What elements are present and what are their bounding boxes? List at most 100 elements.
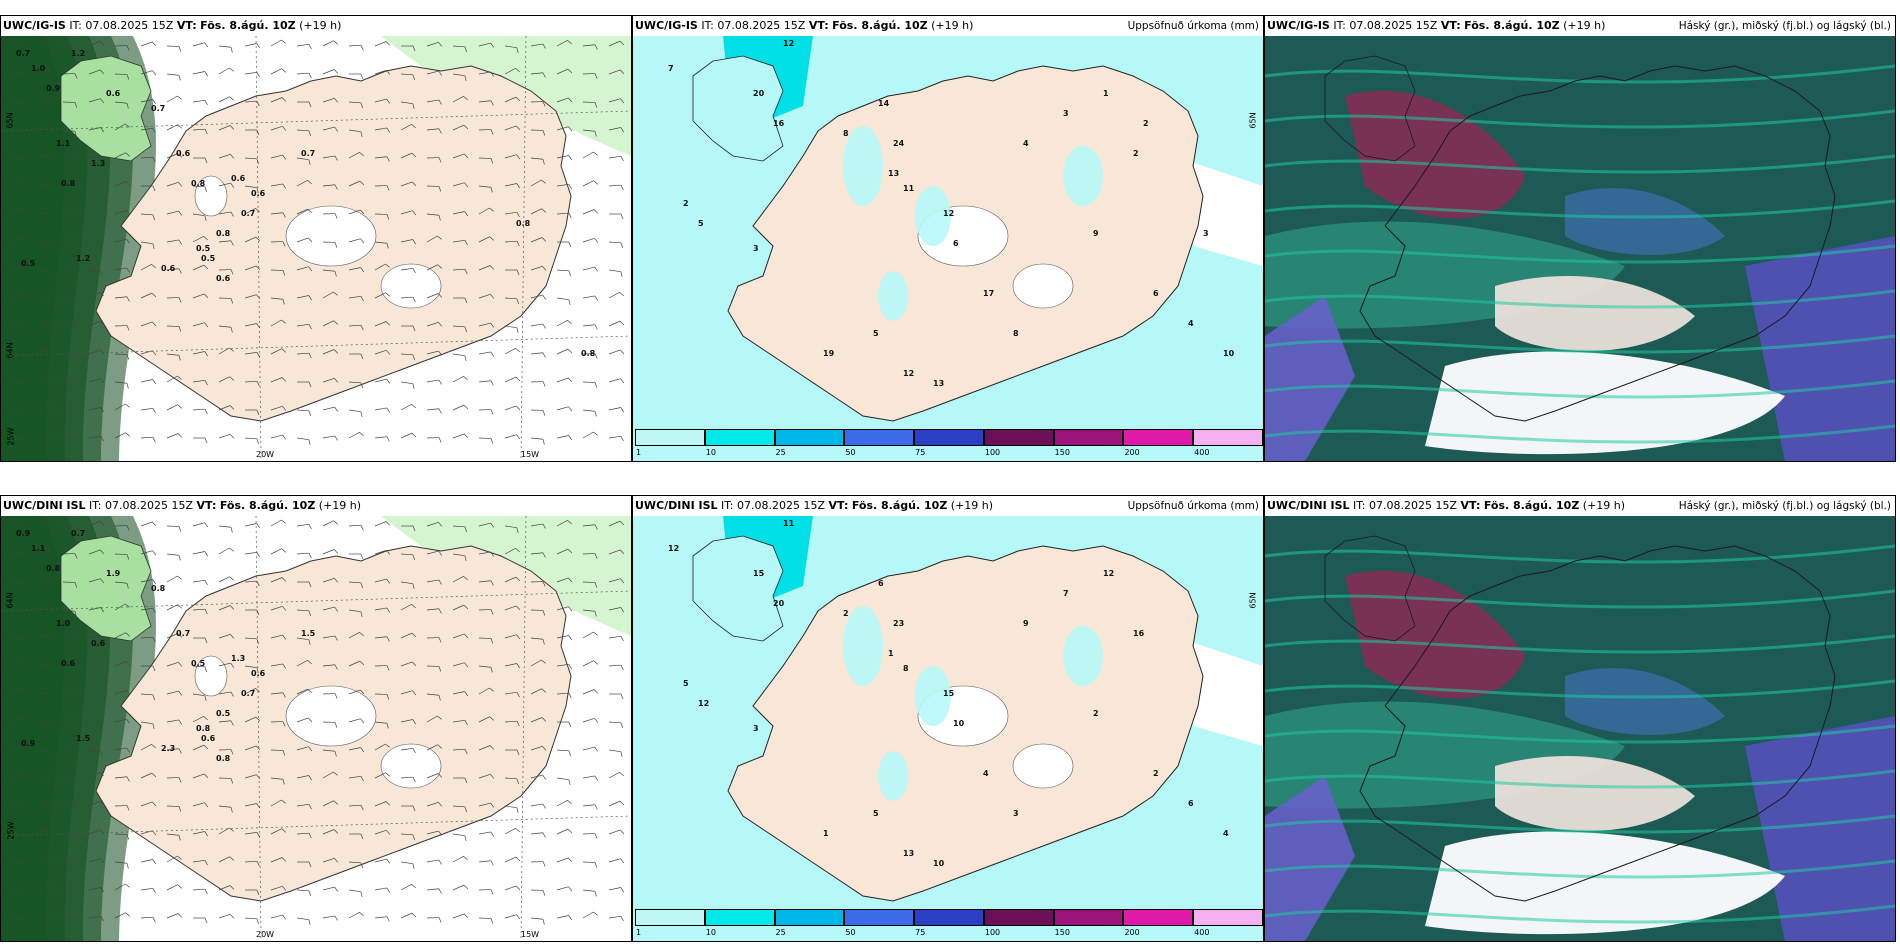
wind-barb bbox=[244, 437, 259, 445]
wind-barb bbox=[114, 238, 131, 244]
wind-barb bbox=[478, 917, 494, 924]
wind-barb bbox=[244, 208, 260, 215]
wind-barb bbox=[297, 101, 312, 108]
panel-title: Uppsöfnuð úrkoma (mm) bbox=[1127, 20, 1259, 32]
wind-barb bbox=[348, 804, 364, 811]
wind-barb bbox=[270, 777, 285, 785]
wind-barb bbox=[452, 913, 469, 919]
cloud-contour bbox=[1265, 289, 1895, 309]
wind-barb bbox=[478, 185, 493, 193]
wind-barb bbox=[608, 664, 624, 671]
wind-barb bbox=[556, 269, 571, 277]
wind-barb bbox=[322, 40, 339, 47]
wind-barb bbox=[192, 213, 207, 221]
colorbar-label: 150 bbox=[1054, 928, 1070, 937]
wind-barb bbox=[88, 607, 105, 613]
wind-barb bbox=[504, 856, 521, 863]
wind-barb bbox=[192, 379, 208, 386]
wind-barb bbox=[322, 664, 338, 670]
precip-value: 2 bbox=[1093, 709, 1099, 718]
wind-barb bbox=[166, 210, 183, 216]
wind-barb bbox=[556, 886, 573, 892]
wind-barb bbox=[244, 745, 261, 751]
colorbar-label: 50 bbox=[845, 448, 856, 457]
wind-barb bbox=[36, 40, 52, 47]
westfjords bbox=[692, 55, 784, 162]
init-time: 07.08.2025 15Z bbox=[1369, 499, 1458, 512]
wind-value: 0.8 bbox=[581, 349, 596, 358]
wind-barb bbox=[166, 297, 182, 303]
wind-barb bbox=[270, 154, 287, 160]
wind-barb bbox=[426, 264, 443, 271]
wind-barb bbox=[270, 405, 287, 411]
wind-barb bbox=[608, 800, 625, 807]
wind-barb bbox=[504, 805, 519, 813]
wind-barb bbox=[400, 661, 417, 667]
precip-value: 8 bbox=[843, 129, 849, 138]
wind-barb bbox=[140, 213, 155, 221]
wind-barb bbox=[192, 579, 208, 586]
wind-barb bbox=[88, 269, 103, 277]
wind-barb bbox=[478, 322, 495, 328]
wind-barb bbox=[400, 833, 415, 841]
wind-barb bbox=[10, 552, 26, 558]
wind-barb bbox=[62, 911, 78, 919]
wind-barb bbox=[10, 609, 26, 616]
wind-barb bbox=[244, 265, 261, 271]
wind-barb bbox=[426, 744, 443, 751]
wind-barb bbox=[504, 663, 521, 669]
map-canvas bbox=[1265, 36, 1895, 461]
wind-barb bbox=[140, 607, 156, 614]
wind-barb bbox=[556, 915, 573, 921]
wind-barb bbox=[36, 777, 51, 785]
wind-barb bbox=[88, 155, 104, 162]
wind-barb bbox=[114, 718, 131, 724]
glacier bbox=[1012, 743, 1074, 789]
precip-value: 12 bbox=[698, 699, 709, 708]
wind-barb bbox=[530, 294, 547, 300]
wind-value: 0.9 bbox=[21, 739, 36, 748]
wind-barb bbox=[88, 127, 105, 133]
glacier bbox=[380, 263, 442, 309]
wind-barb bbox=[530, 323, 546, 329]
wind-barb bbox=[296, 917, 311, 925]
wind-barb bbox=[582, 689, 599, 695]
glacier bbox=[285, 685, 377, 747]
wind-barb bbox=[322, 635, 338, 641]
wind-barb bbox=[166, 325, 182, 332]
wind-barb bbox=[608, 721, 623, 729]
wind-barb bbox=[608, 407, 625, 413]
wind-value: 1.1 bbox=[31, 544, 46, 553]
wind-barb bbox=[452, 124, 469, 131]
wind-barb bbox=[114, 833, 130, 840]
wind-barb bbox=[296, 72, 312, 79]
wind-barb bbox=[192, 888, 208, 895]
wind-barb bbox=[166, 553, 181, 561]
precip-value: 5 bbox=[873, 329, 879, 338]
wind-barb bbox=[166, 404, 183, 411]
wind-barb bbox=[478, 265, 495, 271]
wind-barb bbox=[400, 404, 416, 411]
wind-barb bbox=[348, 238, 365, 244]
wind-barb bbox=[348, 718, 365, 724]
wind-barb bbox=[556, 155, 573, 161]
wind-barb bbox=[270, 212, 286, 218]
wind-barb bbox=[218, 67, 234, 75]
wind-barb bbox=[322, 721, 338, 728]
wind-barb bbox=[348, 324, 364, 331]
wind-barb bbox=[452, 353, 467, 361]
wind-barb bbox=[608, 155, 624, 162]
wind-barb bbox=[88, 800, 105, 807]
wind-barb bbox=[530, 774, 547, 780]
wind-barb bbox=[556, 749, 571, 757]
colorbar-swatch bbox=[983, 909, 1054, 926]
wind-barb bbox=[10, 803, 26, 809]
cloud-layer bbox=[1495, 756, 1695, 831]
wind-barb bbox=[62, 660, 79, 667]
wind-barb bbox=[426, 128, 442, 134]
wind-barb bbox=[140, 693, 155, 701]
colorbar-swatch bbox=[704, 909, 775, 926]
wind-barb bbox=[244, 43, 261, 49]
map-panel-1: UWC/IG-IS IT: 07.08.2025 15Z VT: Fös. 8.… bbox=[0, 15, 632, 462]
wind-barb bbox=[62, 324, 78, 330]
